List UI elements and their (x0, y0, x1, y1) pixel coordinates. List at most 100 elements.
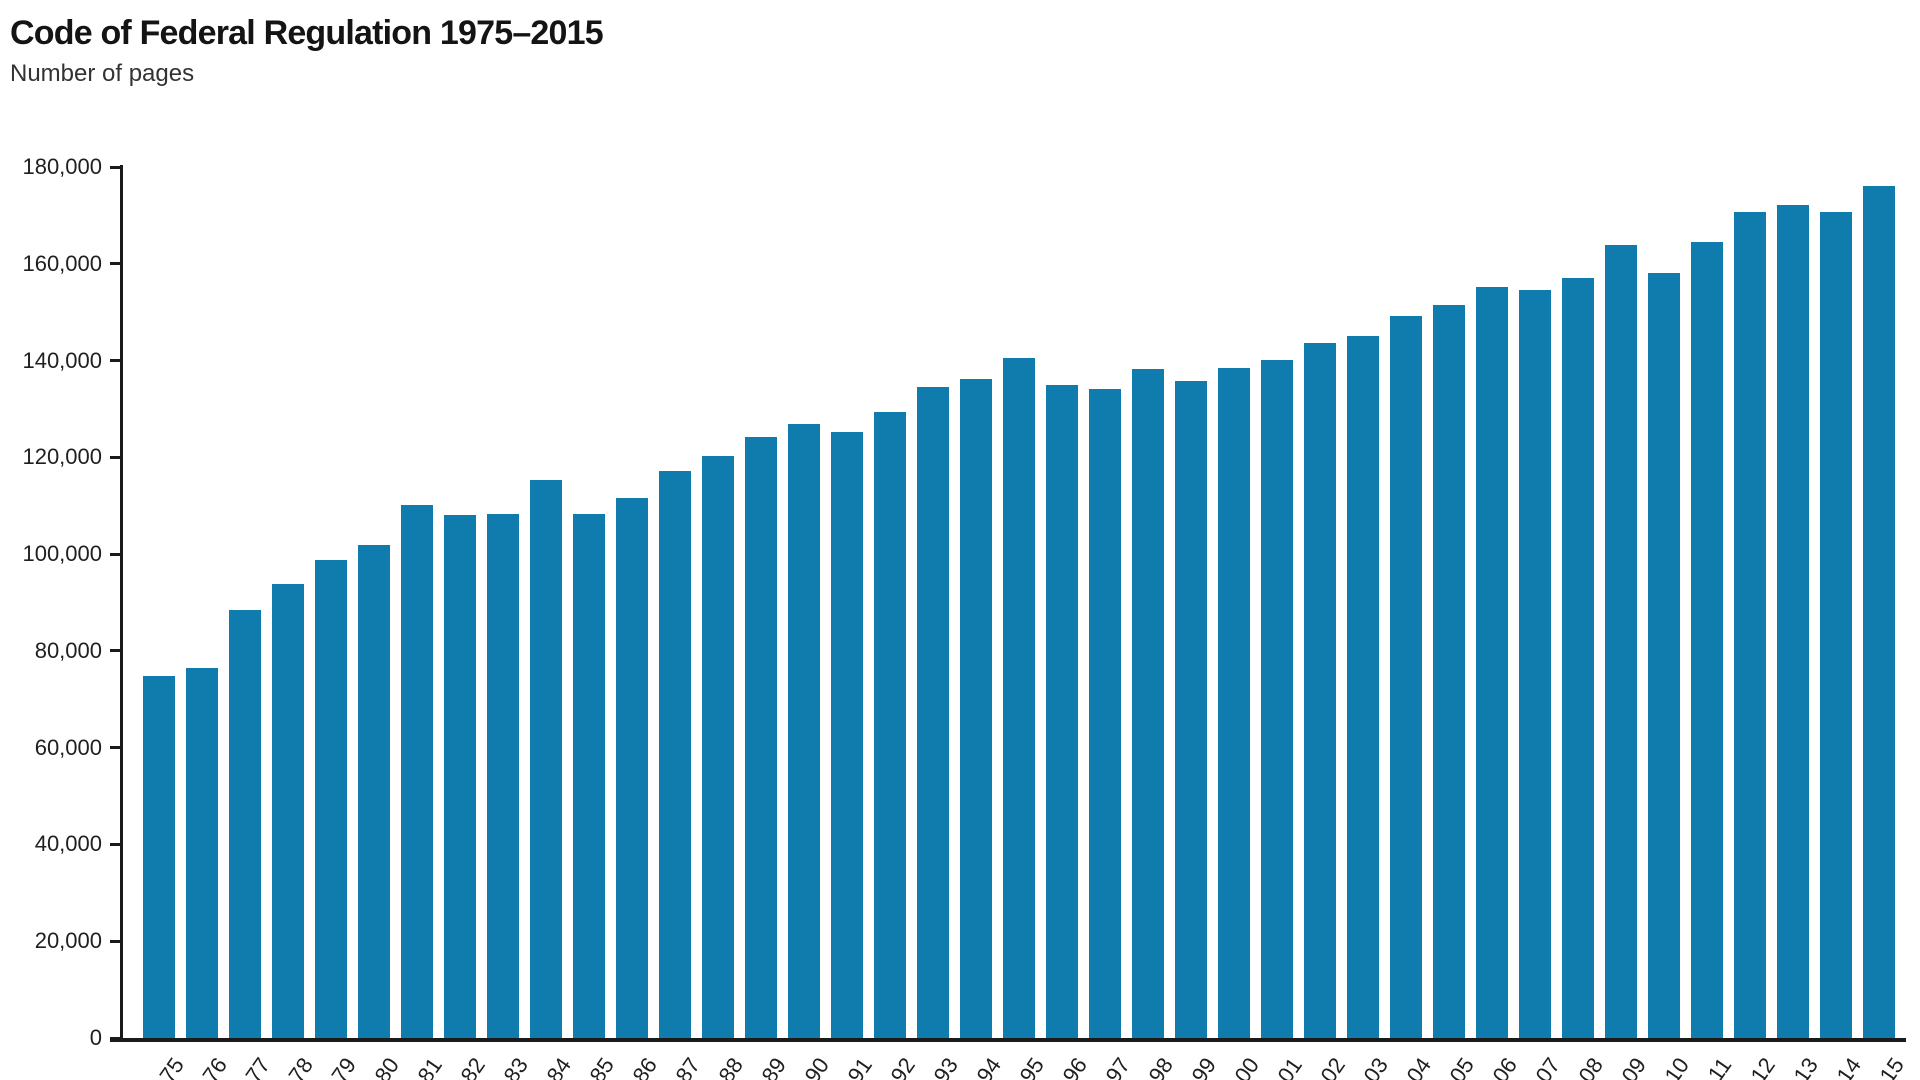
y-tick-label-40000: 40,000 (34, 831, 102, 857)
y-tick-label-0: 0 (89, 1025, 102, 1050)
bar-1990 (788, 423, 820, 1038)
x-tick-label-00: 00 (1228, 1053, 1264, 1080)
x-tick-label-80: 80 (368, 1053, 404, 1080)
bar-1996 (1046, 384, 1078, 1038)
x-tick-label-85: 85 (583, 1053, 619, 1080)
x-tick-label-14: 14 (1830, 1053, 1866, 1080)
x-tick-label-06: 06 (1486, 1053, 1522, 1080)
chart-title: Code of Federal Regulation 1975–2015 (10, 14, 604, 52)
bar-1999 (1175, 380, 1207, 1038)
x-axis-line (110, 1038, 1906, 1042)
y-tick-140000 (110, 359, 123, 363)
y-tick-label-180000: 180,000 (22, 154, 102, 179)
bar-2009 (1605, 245, 1637, 1038)
y-tick-label-60000: 60,000 (34, 734, 102, 760)
x-tick-label-11: 11 (1702, 1053, 1737, 1080)
bar-1995 (1003, 357, 1035, 1038)
bar-2010 (1648, 273, 1680, 1038)
x-tick-label-01: 01 (1271, 1053, 1307, 1080)
x-tick-label-04: 04 (1400, 1053, 1436, 1080)
x-tick-label-88: 88 (712, 1053, 748, 1080)
y-tick-80000 (110, 649, 123, 653)
x-tick-label-95: 95 (1013, 1053, 1049, 1080)
bar-2002 (1304, 343, 1336, 1038)
x-tick-label-82: 82 (454, 1053, 490, 1080)
bar-2013 (1777, 205, 1809, 1038)
x-tick-label-90: 90 (798, 1053, 834, 1080)
x-tick-label-93: 93 (927, 1053, 963, 1080)
bar-1985 (573, 513, 605, 1038)
bar-1993 (917, 387, 949, 1038)
y-tick-label-80000: 80,000 (34, 637, 102, 663)
bar-2015 (1863, 186, 1895, 1038)
x-tick-label-86: 86 (626, 1053, 662, 1080)
x-tick-label-77: 77 (239, 1053, 275, 1080)
x-tick-label-10: 10 (1658, 1053, 1694, 1080)
x-tick-label-94: 94 (970, 1053, 1006, 1080)
bar-2001 (1261, 359, 1293, 1038)
y-tick-160000 (110, 262, 123, 266)
bar-1978 (272, 584, 304, 1038)
bar-1983 (487, 513, 519, 1038)
x-tick-label-13: 13 (1787, 1053, 1823, 1080)
x-tick-label-12: 12 (1744, 1053, 1780, 1080)
bar-1979 (315, 559, 347, 1038)
bar-1976 (186, 668, 218, 1038)
x-tick-label-99: 99 (1185, 1053, 1221, 1080)
bar-1981 (401, 505, 433, 1038)
bar-2005 (1433, 304, 1465, 1038)
x-tick-label-78: 78 (282, 1053, 318, 1080)
bar-2000 (1218, 368, 1250, 1038)
bar-1998 (1132, 369, 1164, 1038)
y-tick-60000 (110, 746, 123, 750)
x-tick-label-03: 03 (1357, 1053, 1393, 1080)
bar-2006 (1476, 287, 1508, 1038)
bar-2014 (1820, 212, 1852, 1038)
x-tick-label-83: 83 (497, 1053, 533, 1080)
x-tick-label-89: 89 (755, 1053, 791, 1080)
x-tick-label-98: 98 (1142, 1053, 1178, 1080)
bar-1975 (143, 675, 175, 1038)
y-tick-180000 (110, 165, 123, 169)
y-tick-label-20000: 20,000 (34, 928, 102, 954)
bar-1989 (745, 437, 777, 1038)
bar-1980 (358, 545, 390, 1038)
x-tick-label-84: 84 (540, 1053, 576, 1080)
bar-1988 (702, 455, 734, 1038)
x-tick-label-08: 08 (1572, 1053, 1608, 1080)
x-tick-label-09: 09 (1615, 1053, 1651, 1080)
x-tick-label-81: 81 (411, 1053, 447, 1080)
bar-1986 (616, 498, 648, 1038)
bar-1977 (229, 609, 261, 1038)
x-tick-label-92: 92 (884, 1053, 920, 1080)
y-tick-20000 (110, 939, 123, 943)
bar-1991 (831, 431, 863, 1038)
x-tick-label-79: 79 (325, 1053, 361, 1080)
bar-2003 (1347, 336, 1379, 1038)
bar-2011 (1691, 241, 1723, 1038)
bar-2008 (1562, 278, 1594, 1038)
chart-subtitle: Number of pages (10, 60, 195, 87)
y-axis-line (120, 165, 123, 1042)
y-tick-label-100000: 100,000 (22, 541, 102, 567)
bar-2012 (1734, 212, 1766, 1038)
y-tick-100000 (110, 552, 123, 556)
bar-2007 (1519, 289, 1551, 1038)
bar-1997 (1089, 389, 1121, 1038)
x-tick-label-76: 76 (196, 1053, 232, 1080)
y-tick-label-140000: 140,000 (22, 347, 102, 373)
x-tick-label-91: 91 (841, 1053, 877, 1080)
bar-1984 (530, 480, 562, 1038)
x-tick-label-87: 87 (669, 1053, 705, 1080)
x-tick-label-07: 07 (1529, 1053, 1565, 1080)
bar-1987 (659, 470, 691, 1038)
x-tick-label-96: 96 (1056, 1053, 1092, 1080)
y-tick-label-120000: 120,000 (22, 444, 102, 470)
y-tick-120000 (110, 455, 123, 459)
bar-1994 (960, 378, 992, 1038)
x-tick-label-15: 15 (1873, 1053, 1909, 1080)
x-tick-label-75: 75 (153, 1053, 189, 1080)
y-tick-label-160000: 160,000 (22, 250, 102, 276)
